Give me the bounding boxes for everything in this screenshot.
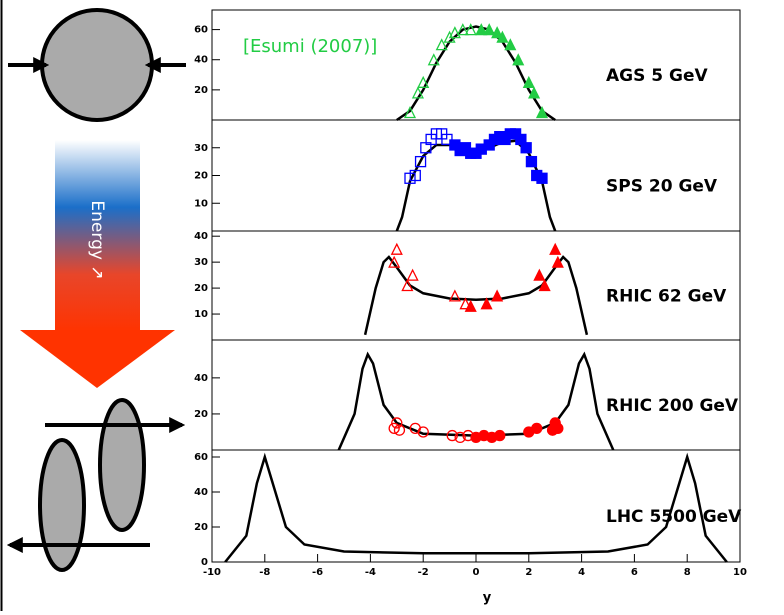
y-tick-label: 40 [194,231,208,242]
x-axis-label: y [483,591,492,606]
data-point [520,142,532,154]
panel-label: RHIC 200 GeV [606,396,739,416]
data-point [464,23,477,36]
data-point [401,279,414,292]
data-point [391,417,403,429]
y-tick-label: 40 [194,487,208,498]
nucleus [38,438,86,572]
data-point [496,30,509,43]
x-tick-label: 8 [684,567,691,578]
x-tick-label: 2 [525,567,532,578]
panel-label: LHC 5500 GeV [606,507,742,527]
x-tick-label: -8 [259,567,270,578]
x-tick-label: -6 [312,567,323,578]
data-point [411,86,424,99]
data-point [448,26,461,39]
model-curve [396,25,556,122]
data-point [491,289,504,302]
data-point [403,106,417,119]
x-tick-label: 0 [473,567,480,578]
nucleus [98,398,146,532]
data-point [417,75,430,88]
energy-label: Energy ↗ [87,200,107,279]
x-tick-label: -4 [365,567,376,578]
plot-frame [211,119,741,232]
y-tick-label: 20 [194,171,208,182]
energy-arrow-head [20,330,175,388]
data-point [446,429,458,442]
energy-arrow [55,140,140,332]
data-point [388,422,400,435]
data-point [494,429,506,442]
data-point [522,75,535,88]
data-point [456,23,469,36]
data-point [388,255,401,268]
data-point [480,297,493,310]
x-tick-label: -10 [203,567,221,578]
y-tick-label: 20 [194,522,208,533]
y-tick-label: 0 [201,557,208,568]
y-tick-label: 30 [194,143,208,154]
model-curve [363,255,589,336]
data-point [552,422,564,435]
data-point [393,424,406,436]
nucleus [40,8,154,122]
data-point [536,172,548,184]
y-tick-label: 40 [194,55,208,66]
y-tick-label: 20 [194,85,208,96]
data-point [464,299,477,312]
plot-frame [211,449,741,563]
y-tick-label: 30 [194,257,208,268]
data-point [475,23,488,36]
data-point [390,242,403,255]
data-point [535,106,549,119]
x-tick-label: 10 [733,567,747,578]
data-point [491,26,504,39]
data-point [427,53,440,66]
data-point [435,38,448,51]
data-point [454,431,466,444]
panel-label: RHIC 62 GeV [606,286,727,306]
data-point [528,86,541,99]
data-point [551,255,564,268]
data-point [549,242,562,255]
data-point [504,38,517,51]
data-point [448,289,461,302]
y-tick-label: 20 [194,409,208,420]
y-tick-label: 10 [194,309,208,320]
panel-label: AGS 5 GeV [606,66,709,86]
y-tick-label: 60 [194,25,208,36]
annotation: [Esumi (2007)] [243,36,377,57]
data-point [525,155,538,168]
data-point [538,279,551,292]
data-point [417,426,429,438]
y-tick-label: 10 [194,198,208,209]
data-point [409,169,421,182]
data-point [512,53,525,66]
y-tick-label: 40 [194,373,208,384]
data-point [531,422,543,435]
x-tick-label: 4 [578,567,585,578]
data-point [459,297,472,310]
y-tick-label: 60 [194,452,208,463]
data-point [483,23,496,36]
data-point [533,268,546,281]
data-point [414,155,427,168]
x-tick-label: 6 [631,567,638,578]
x-tick-label: -2 [418,567,429,578]
panel-label: SPS 20 GeV [606,177,718,197]
data-point [406,268,419,281]
y-tick-label: 20 [194,283,208,294]
model-curve [224,452,728,563]
